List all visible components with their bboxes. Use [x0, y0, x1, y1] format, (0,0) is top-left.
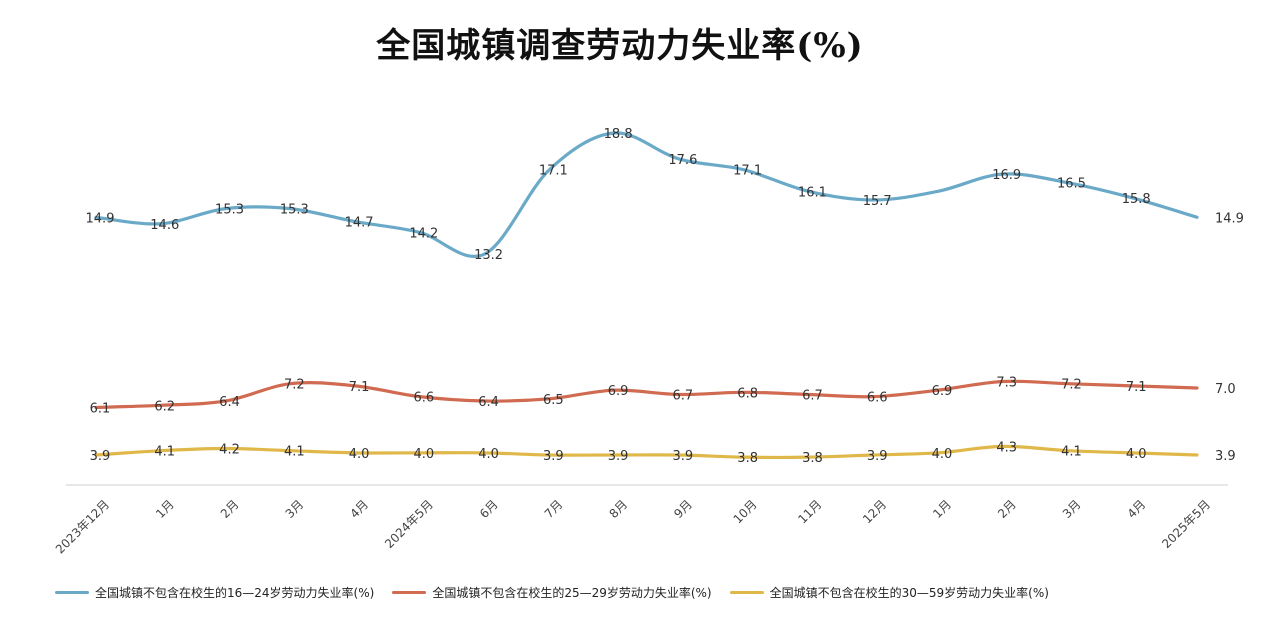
data-label-series-1: 15.8: [1122, 192, 1151, 207]
x-tick-label: 4月: [1125, 497, 1149, 521]
x-tick-label: 12月: [860, 497, 889, 526]
data-label-series-3: 3.9: [90, 449, 111, 464]
x-tick-label: 7月: [542, 497, 566, 521]
data-label-series-2: 6.4: [478, 395, 499, 410]
chart-title: 全国城镇调查劳动力失业率(%): [376, 26, 864, 66]
data-label-series-3: 4.1: [1061, 445, 1082, 460]
data-label-series-3: 4.1: [154, 445, 175, 460]
x-tick-label: 2月: [995, 497, 1019, 521]
data-label-series-1: 17.1: [539, 164, 568, 179]
data-label-series-1: 14.2: [409, 226, 438, 241]
data-label-series-2: 7.2: [284, 378, 305, 393]
legend-item-2: 全国城镇不包含在校生的25—29岁劳动力失业率(%): [392, 584, 712, 601]
data-label-series-3: 4.3: [996, 440, 1017, 455]
data-label-series-1: 17.6: [668, 153, 697, 168]
data-label-series-3: 3.9: [1215, 449, 1236, 464]
legend-label: 全国城镇不包含在校生的25—29岁劳动力失业率(%): [432, 586, 712, 600]
data-label-series-2: 6.9: [608, 384, 629, 399]
data-label-series-3: 3.8: [802, 451, 823, 466]
x-tick-label: 9月: [671, 497, 695, 521]
data-label-series-1: 15.7: [863, 194, 892, 209]
data-label-series-1: 13.2: [474, 248, 503, 263]
legend-swatch: [55, 591, 89, 594]
data-label-series-3: 4.0: [349, 447, 370, 462]
data-label-series-2: 7.1: [1126, 380, 1147, 395]
data-label-series-3: 4.0: [932, 447, 953, 462]
legend-item-1: 全国城镇不包含在校生的16—24岁劳动力失业率(%): [55, 584, 374, 601]
data-label-series-2: 6.7: [802, 388, 823, 403]
data-label-series-2: 6.1: [90, 401, 111, 416]
legend-label: 全国城镇不包含在校生的30—59岁劳动力失业率(%): [769, 586, 1049, 600]
x-tick-label: 3月: [283, 497, 307, 521]
data-label-series-2: 7.2: [1061, 378, 1082, 393]
data-label-series-3: 3.8: [737, 451, 758, 466]
x-tick-label: 1月: [153, 497, 177, 521]
data-label-series-3: 3.9: [543, 449, 564, 464]
data-label-series-1: 16.5: [1057, 177, 1086, 192]
legend: 全国城镇不包含在校生的16—24岁劳动力失业率(%) 全国城镇不包含在校生的25—…: [55, 584, 1049, 601]
data-label-series-1: 14.6: [150, 218, 179, 233]
data-label-series-3: 4.0: [1126, 447, 1147, 462]
data-label-series-3: 3.9: [867, 449, 888, 464]
data-label-series-2: 6.9: [932, 384, 953, 399]
data-label-series-2: 6.7: [673, 388, 694, 403]
data-label-series-1: 16.1: [798, 185, 827, 200]
x-tick-label: 2025年5月: [1159, 497, 1213, 551]
x-tick-label: 8月: [606, 497, 630, 521]
data-label-series-3: 3.9: [608, 449, 629, 464]
data-label-series-3: 4.0: [478, 447, 499, 462]
data-label-series-2: 6.6: [867, 391, 888, 406]
data-label-series-2: 7.3: [996, 376, 1017, 391]
series-line-2: [94, 379, 1199, 410]
x-tick-label: 1月: [930, 497, 954, 521]
x-tick-label: 2024年5月: [382, 497, 436, 551]
data-label-series-1: 14.9: [86, 211, 115, 226]
data-label-series-2: 6.6: [413, 391, 434, 406]
x-tick-label: 6月: [477, 497, 501, 521]
x-tick-label: 2023年12月: [53, 497, 112, 556]
data-label-series-1: 16.9: [992, 168, 1021, 183]
x-tick-label: 4月: [347, 497, 371, 521]
data-label-series-1: 15.3: [280, 203, 309, 218]
data-label-series-2: 6.2: [154, 399, 175, 414]
x-tick-label: 10月: [731, 497, 760, 526]
x-tick-label: 3月: [1060, 497, 1084, 521]
x-tick-label: 2月: [218, 497, 242, 521]
data-label-series-3: 4.1: [284, 445, 305, 460]
data-label-series-3: 4.0: [413, 447, 434, 462]
data-label-series-3: 4.2: [219, 443, 240, 458]
data-label-series-1: 14.9: [1215, 211, 1244, 226]
x-tick-label: 11月: [795, 497, 824, 526]
legend-swatch: [392, 591, 427, 594]
data-label-series-1: 15.3: [215, 203, 244, 218]
legend-swatch: [729, 591, 764, 594]
legend-label: 全国城镇不包含在校生的16—24岁劳动力失业率(%): [95, 586, 375, 600]
series-line-1: [94, 131, 1199, 258]
series-line-3: [94, 444, 1199, 460]
data-label-series-2: 7.1: [349, 380, 370, 395]
data-label-series-1: 17.1: [733, 164, 762, 179]
data-label-series-1: 14.7: [345, 216, 374, 231]
data-label-series-3: 3.9: [673, 449, 694, 464]
data-label-series-2: 7.0: [1215, 382, 1236, 397]
data-label-series-2: 6.4: [219, 395, 240, 410]
data-label-series-2: 6.8: [737, 386, 758, 401]
data-label-series-2: 6.5: [543, 393, 564, 408]
legend-item-3: 全国城镇不包含在校生的30—59岁劳动力失业率(%): [729, 584, 1049, 601]
data-label-series-1: 18.8: [604, 127, 633, 142]
